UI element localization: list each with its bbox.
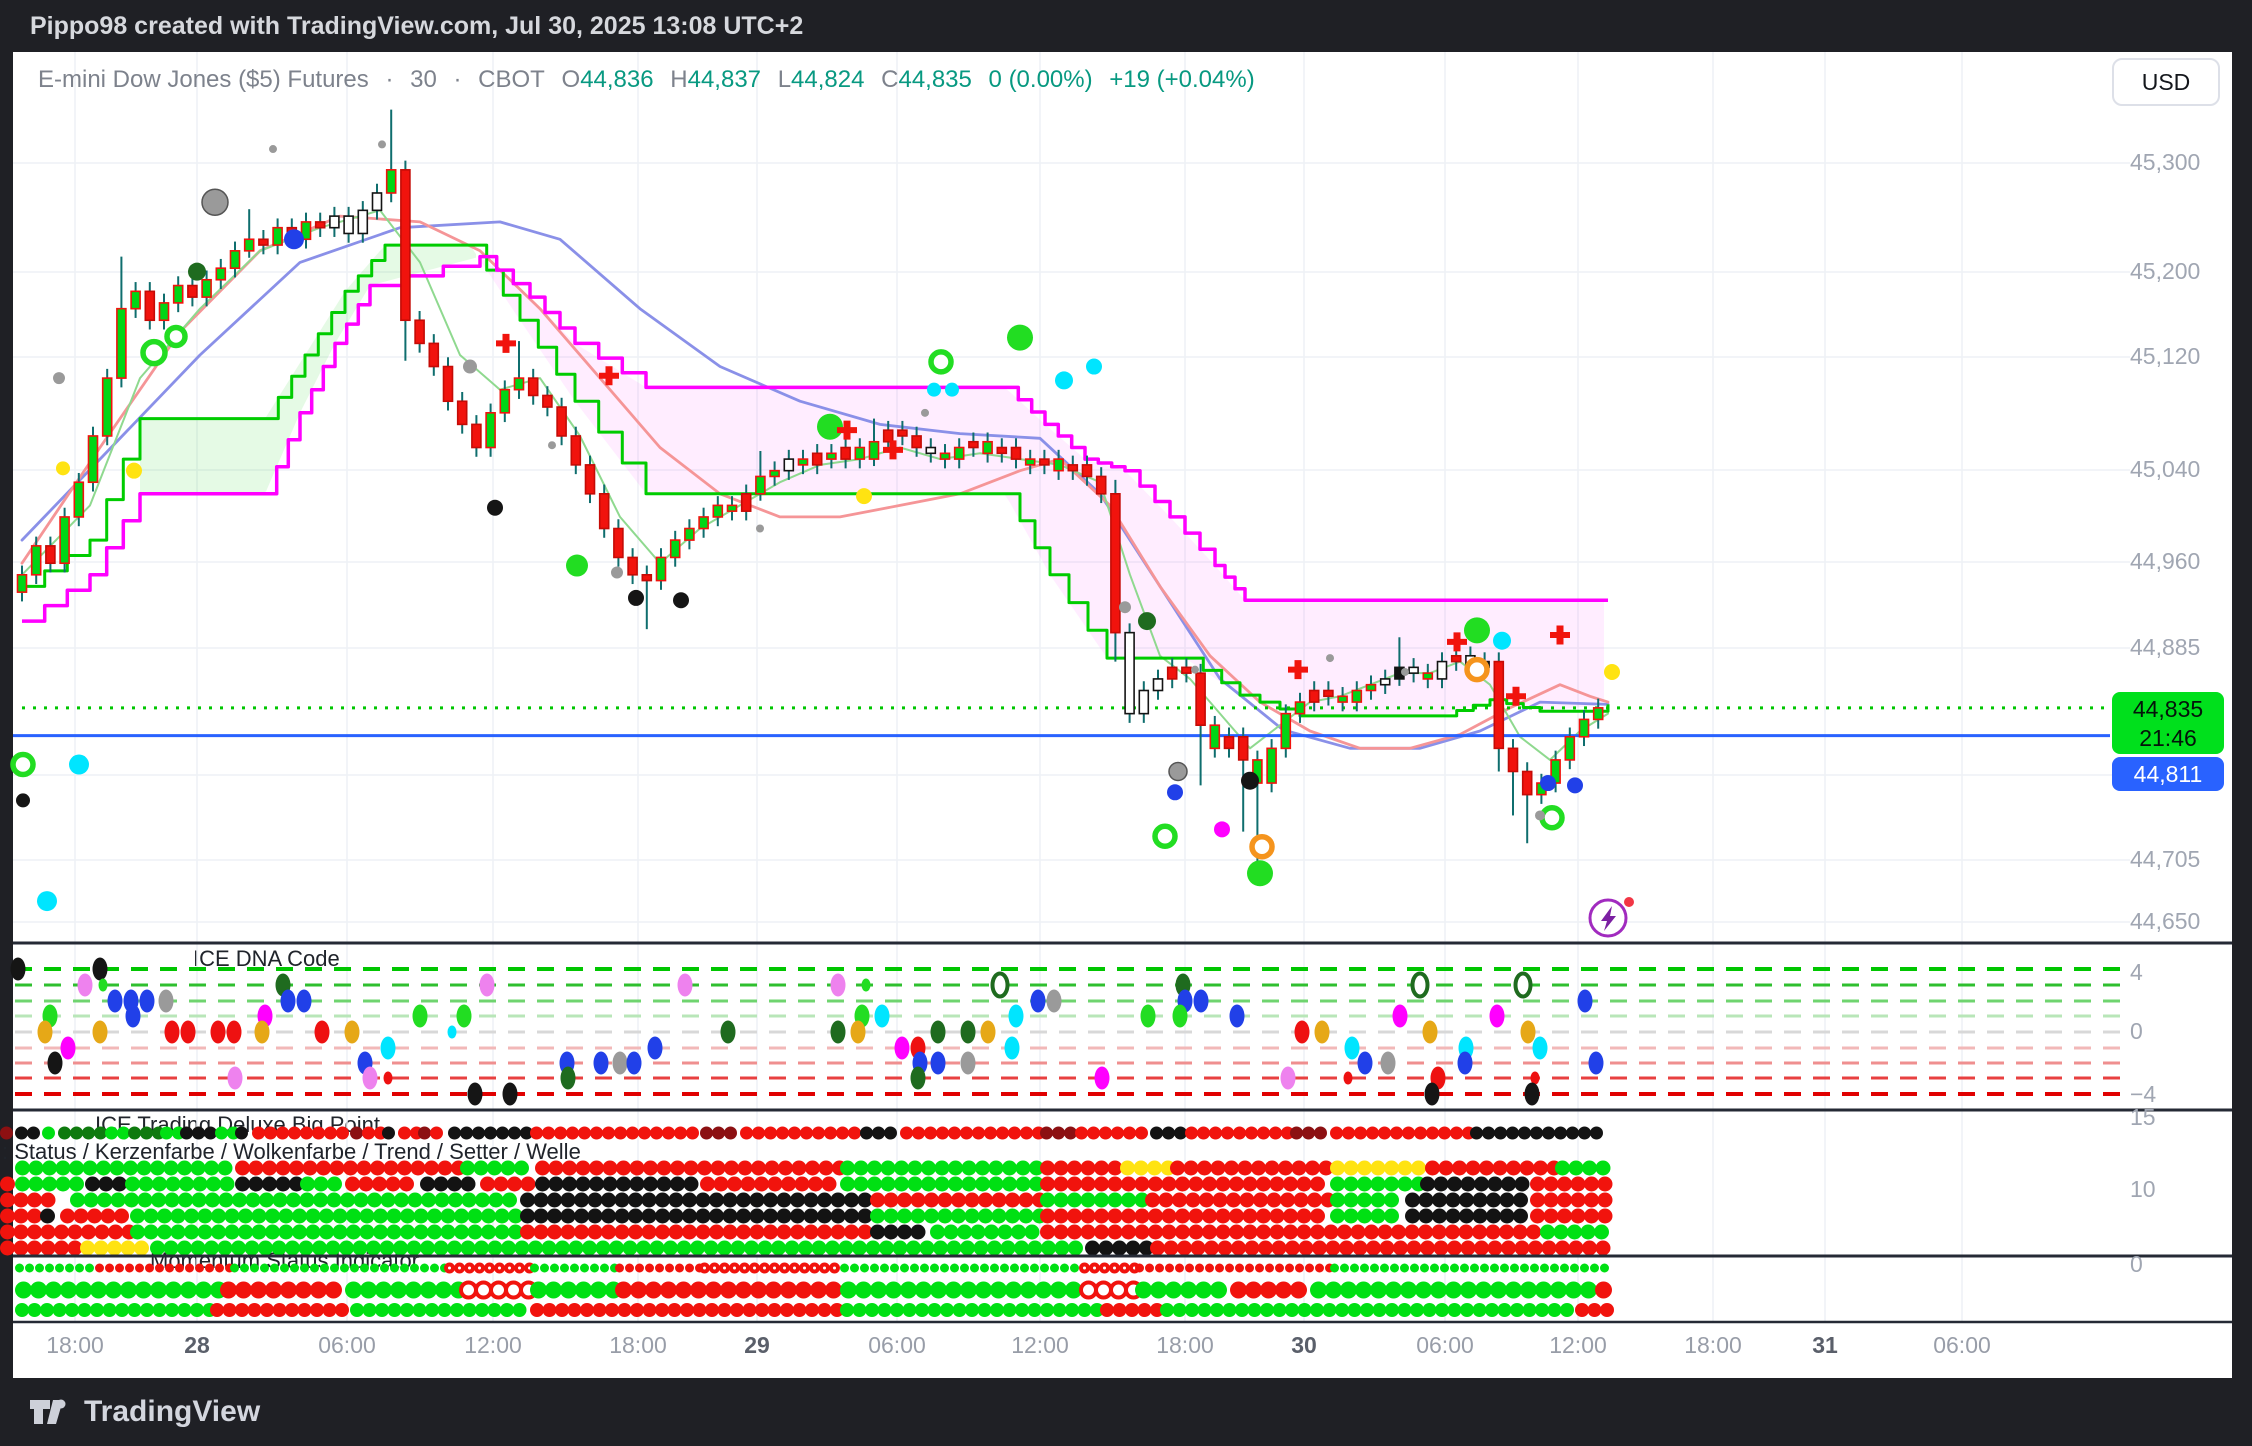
chart-background [13,52,2232,1378]
footer-bar: TradingView [0,1378,2252,1446]
open-value: 44,836 [580,66,654,93]
price-axis-label: 44,705 [2130,846,2201,872]
time-axis-label: 18:00 [609,1332,667,1358]
time-axis-label: 06:00 [318,1332,376,1358]
symbol-legend[interactable]: E-mini Dow Jones ($5) Futures · 30 · CBO… [38,66,1255,93]
time-axis-label: 06:00 [868,1332,926,1358]
time-axis-label: 18:00 [1684,1332,1742,1358]
low-label: L [777,66,792,93]
close-label: C [881,66,899,93]
time-axis-label: 18:00 [1156,1332,1214,1358]
time-axis-label: 06:00 [1416,1332,1474,1358]
low-value: 44,824 [791,66,865,93]
close-value: 44,835 [898,66,972,93]
bid-price-badge: 44,811 [2112,757,2224,791]
bigpoint-axis-label: 10 [2130,1176,2156,1202]
dna-axis-label: 0 [2130,1018,2143,1044]
symbol-name: E-mini Dow Jones ($5) Futures [38,66,369,93]
high-value: 44,837 [687,66,762,93]
countdown-timer: 21:46 [2139,725,2197,751]
time-axis-day-label: 29 [744,1332,770,1358]
last-price-badge: 44,835 21:46 [2112,692,2224,754]
high-label: H [670,66,688,93]
currency-button[interactable]: USD [2112,58,2220,106]
tradingview-brand-text[interactable]: TradingView [84,1395,261,1428]
last-price-value: 44,835 [2132,696,2204,722]
price-axis-label: 44,885 [2130,634,2201,660]
tradingview-logo-icon[interactable] [28,1394,72,1430]
open-label: O [561,66,581,93]
time-axis-day-label: 31 [1812,1332,1838,1358]
dna-axis-label: 4 [2130,959,2143,985]
change-percent: +19 (+0.04%) [1109,66,1255,93]
price-axis-label: 45,120 [2130,343,2201,369]
time-axis-label: 12:00 [1549,1332,1607,1358]
bigpoint-axis-label: 15 [2130,1104,2156,1130]
price-axis-label: 45,040 [2130,456,2201,482]
snapshot-title: Pippo98 created with TradingView.com, Ju… [30,12,804,40]
time-axis-label: 12:00 [464,1332,522,1358]
pane-label-dna: ICE DNA Code [193,946,340,971]
price-axis-label: 45,300 [2130,149,2201,175]
change-value: 0 (0.00%) [988,66,1093,93]
pane-label-bigpoint-sub: : Status / Kerzenfarbe / Wolkenfarbe / T… [2,1139,581,1164]
time-axis-label: 06:00 [1933,1332,1991,1358]
price-axis-label: 44,960 [2130,548,2201,574]
price-axis-label: 45,200 [2130,258,2201,284]
time-axis-label: 18:00 [46,1332,104,1358]
dna-axis-label: −4 [2130,1081,2157,1107]
momentum-axis-label: 0 [2130,1251,2143,1277]
symbol-interval: 30 [410,66,437,93]
time-axis-day-label: 30 [1291,1332,1317,1358]
price-axis-label: 44,650 [2130,908,2201,934]
time-axis-label: 12:00 [1011,1332,1069,1358]
time-axis-day-label: 28 [184,1332,210,1358]
symbol-exchange: CBOT [478,66,545,93]
